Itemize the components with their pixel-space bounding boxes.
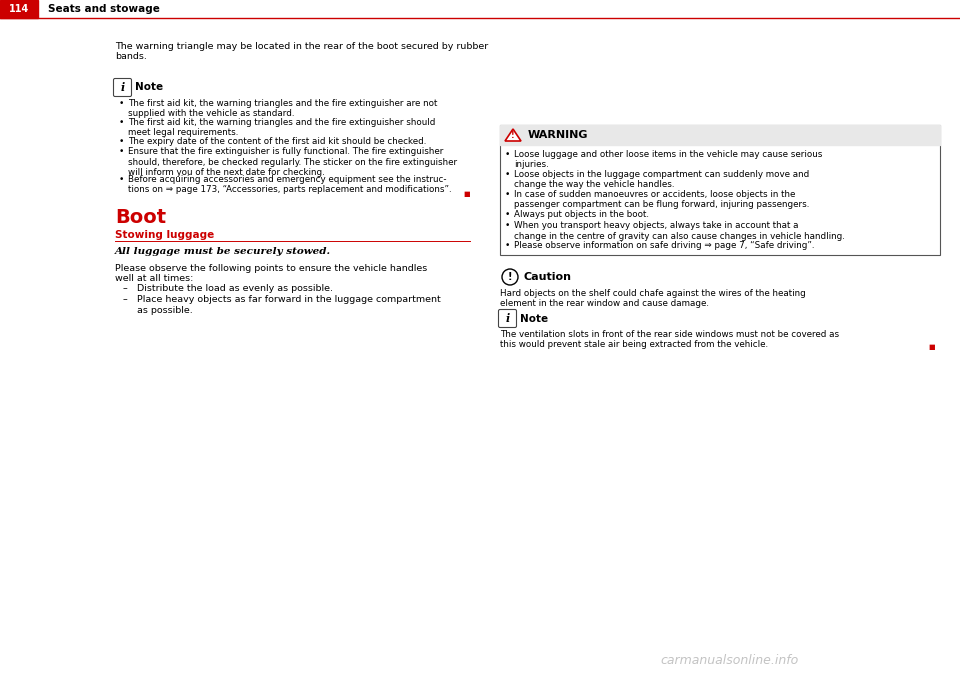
Text: In case of sudden manoeuvres or accidents, loose objects in the
passenger compar: In case of sudden manoeuvres or accident… bbox=[514, 190, 809, 210]
Text: Stowing luggage: Stowing luggage bbox=[115, 230, 214, 240]
Text: •: • bbox=[505, 210, 511, 219]
Text: –: – bbox=[123, 284, 128, 293]
Text: Hard objects on the shelf could chafe against the wires of the heating
element i: Hard objects on the shelf could chafe ag… bbox=[500, 289, 805, 308]
Text: •: • bbox=[119, 175, 125, 184]
Text: Place heavy objects as far forward in the luggage compartment
as possible.: Place heavy objects as far forward in th… bbox=[137, 296, 441, 315]
Text: Please observe information on safe driving ⇒ page 7, “Safe driving”.: Please observe information on safe drivi… bbox=[514, 241, 814, 250]
Text: •: • bbox=[505, 241, 511, 250]
Polygon shape bbox=[505, 129, 521, 141]
Text: Loose objects in the luggage compartment can suddenly move and
change the way th: Loose objects in the luggage compartment… bbox=[514, 170, 809, 189]
Text: Seats and stowage: Seats and stowage bbox=[48, 4, 160, 14]
Text: Before acquiring accessories and emergency equipment see the instruc-
tions on ⇒: Before acquiring accessories and emergen… bbox=[128, 175, 451, 195]
Text: Ensure that the fire extinguisher is fully functional. The fire extinguisher
sho: Ensure that the fire extinguisher is ful… bbox=[128, 148, 457, 178]
Text: !: ! bbox=[511, 132, 515, 140]
Text: WARNING: WARNING bbox=[528, 130, 588, 140]
Bar bbox=[0, 0, 38, 18]
FancyBboxPatch shape bbox=[113, 79, 132, 96]
Text: Always put objects in the boot.: Always put objects in the boot. bbox=[514, 210, 649, 219]
Text: Boot: Boot bbox=[115, 208, 166, 227]
Text: Loose luggage and other loose items in the vehicle may cause serious
injuries.: Loose luggage and other loose items in t… bbox=[514, 150, 823, 170]
Text: All luggage must be securely stowed.: All luggage must be securely stowed. bbox=[115, 247, 331, 256]
Text: When you transport heavy objects, always take in account that a
change in the ce: When you transport heavy objects, always… bbox=[514, 222, 845, 241]
Text: carmanualsonline.info: carmanualsonline.info bbox=[660, 654, 799, 666]
Text: The first aid kit, the warning triangles and the fire extinguisher are not
suppl: The first aid kit, the warning triangles… bbox=[128, 99, 438, 119]
Text: Note: Note bbox=[520, 313, 548, 323]
Text: •: • bbox=[119, 137, 125, 146]
Text: ■: ■ bbox=[464, 191, 470, 197]
Text: •: • bbox=[119, 118, 125, 127]
Bar bbox=[500, 125, 940, 145]
Text: The expiry date of the content of the first aid kit should be checked.: The expiry date of the content of the fi… bbox=[128, 137, 426, 146]
Text: 114: 114 bbox=[9, 4, 29, 14]
Text: i: i bbox=[120, 82, 125, 93]
Text: The first aid kit, the warning triangles and the fire extinguisher should
meet l: The first aid kit, the warning triangles… bbox=[128, 118, 436, 138]
Text: The warning triangle may be located in the rear of the boot secured by rubber
ba: The warning triangle may be located in t… bbox=[115, 42, 489, 62]
Text: –: – bbox=[123, 296, 128, 304]
Text: i: i bbox=[505, 313, 510, 324]
Text: •: • bbox=[119, 99, 125, 108]
Text: •: • bbox=[505, 150, 511, 159]
Text: Caution: Caution bbox=[524, 272, 572, 282]
Text: Distribute the load as evenly as possible.: Distribute the load as evenly as possibl… bbox=[137, 284, 333, 293]
Text: Please observe the following points to ensure the vehicle handles
well at all ti: Please observe the following points to e… bbox=[115, 264, 427, 283]
Text: The ventilation slots in front of the rear side windows must not be covered as
t: The ventilation slots in front of the re… bbox=[500, 330, 839, 349]
FancyBboxPatch shape bbox=[498, 309, 516, 327]
Bar bbox=[500, 125, 940, 255]
Text: •: • bbox=[505, 222, 511, 231]
Text: •: • bbox=[119, 148, 125, 157]
Text: !: ! bbox=[508, 272, 513, 282]
Text: ■: ■ bbox=[928, 344, 935, 350]
Text: •: • bbox=[505, 170, 511, 179]
Text: •: • bbox=[505, 190, 511, 199]
Text: Note: Note bbox=[135, 83, 163, 92]
